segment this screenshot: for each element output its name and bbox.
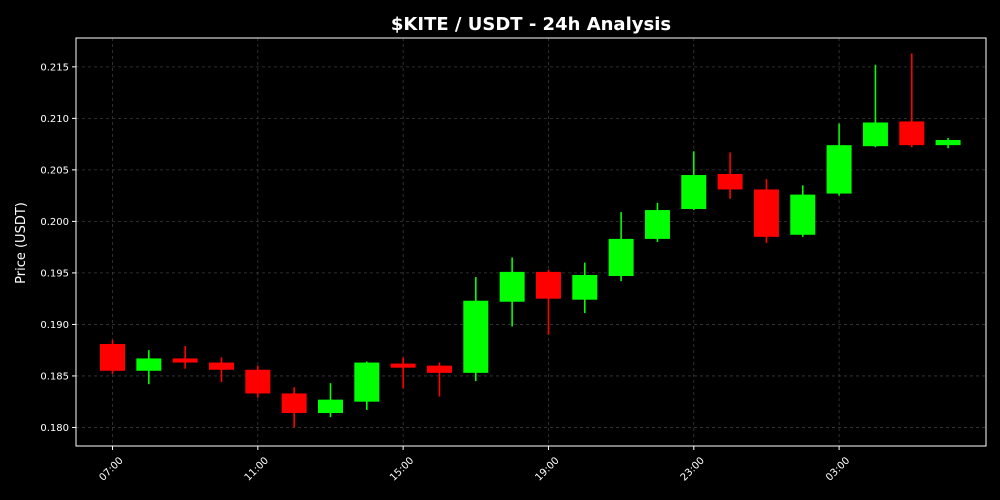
candle-21:00 (608, 212, 634, 282)
plot-frame (75, 37, 987, 447)
candle-09:00 (172, 346, 198, 369)
candle-11:00 (245, 365, 271, 398)
candle-14:00 (354, 361, 380, 410)
candle-body (644, 210, 670, 239)
candle-04:00 (862, 64, 888, 148)
candle-body (753, 189, 779, 237)
candle-body (717, 174, 743, 190)
candle-22:00 (644, 202, 670, 242)
candle-body (862, 122, 888, 147)
candle-15:00 (390, 357, 416, 389)
candle-20:00 (572, 262, 598, 314)
candle-body (172, 358, 198, 363)
candle-body (136, 358, 162, 371)
candle-body (572, 274, 598, 300)
chart-title: $KITE / USDT - 24h Analysis (391, 14, 671, 35)
candle-body (790, 194, 816, 235)
candle-body (899, 121, 925, 146)
candle-body (390, 363, 416, 368)
candle-body (463, 300, 489, 373)
y-tick-label: 0.195 (40, 268, 69, 279)
candle-23:00 (681, 151, 707, 211)
candle-body (100, 344, 125, 371)
y-tick-label: 0.210 (40, 114, 69, 125)
y-tick-label: 0.190 (40, 320, 69, 331)
candle-01:00 (753, 179, 779, 244)
y-axis: 0.180 0.185 0.190 0.195 0.200 0.205 0.210 0.215 (40, 62, 76, 434)
candle-03:00 (826, 123, 852, 196)
candle-06:00 (935, 137, 961, 149)
candle-body (935, 140, 961, 146)
candle-body (354, 362, 380, 402)
candle-00:00 (717, 152, 743, 199)
candle-19:00 (535, 269, 561, 335)
candle-body (535, 271, 561, 299)
y-tick-label: 0.180 (40, 423, 69, 434)
candle-18:00 (499, 257, 525, 327)
candle-body (499, 271, 525, 302)
candle-body (245, 369, 271, 394)
y-tick-label: 0.185 (40, 371, 69, 382)
candle-body (681, 175, 707, 210)
candle-body (281, 393, 307, 414)
candle-body (426, 365, 452, 373)
y-tick-label: 0.215 (40, 62, 69, 73)
y-tick-label: 0.205 (40, 165, 69, 176)
y-tick-label: 0.200 (40, 217, 69, 228)
candle-10:00 (208, 357, 234, 383)
candle-05:00 (899, 53, 925, 148)
candle-17:00 (463, 277, 489, 382)
grid-lines (76, 38, 986, 446)
candle-02:00 (790, 185, 816, 237)
candle-07:00 (100, 339, 125, 374)
candle-13:00 (317, 383, 343, 418)
candle-12:00 (281, 387, 307, 428)
candle-body (608, 238, 634, 276)
candle-body (208, 362, 234, 370)
candles (100, 53, 961, 428)
candle-16:00 (426, 362, 452, 397)
candle-08:00 (136, 350, 162, 385)
candle-body (826, 145, 852, 194)
y-axis-label: Price (USDT) (14, 202, 29, 284)
candle-body (317, 399, 343, 414)
